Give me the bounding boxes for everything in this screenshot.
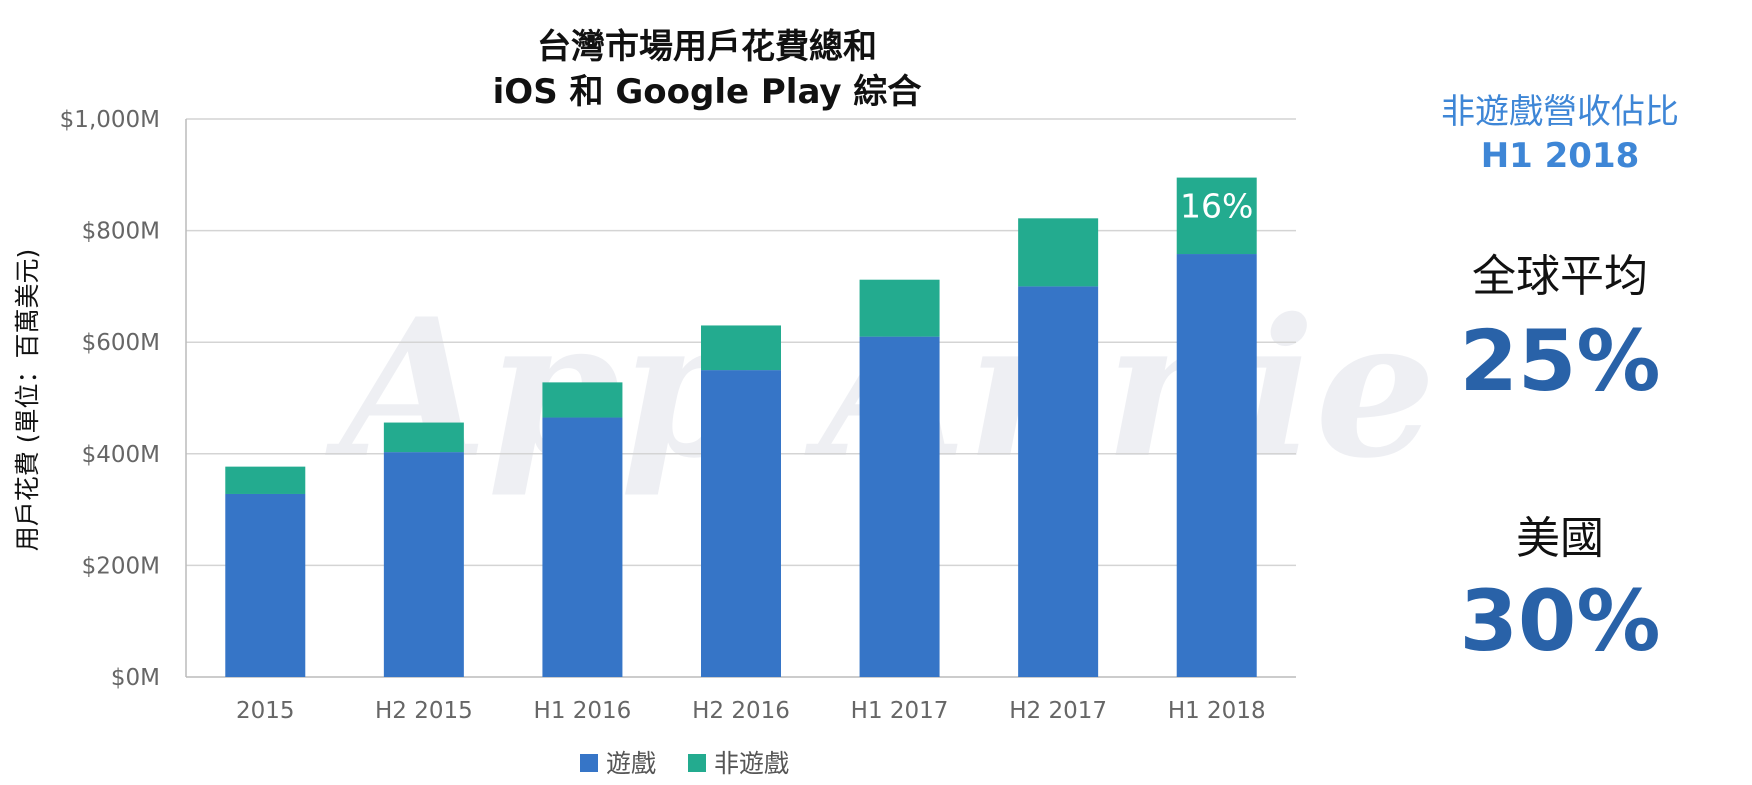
y-tick-label: $800M [82,219,160,245]
x-category-label: H2 2015 [375,698,473,724]
y-tick-label: $1,000M [60,107,160,133]
bar-non-game-segment [225,466,306,494]
non-game-share-panel: 非遊戲營收佔比 H1 2018 全球平均 25% 美國 30% [1390,90,1730,670]
bar-game-segment [1176,254,1257,677]
bar-game-segment [542,417,623,677]
bar-non-game-segment [383,422,464,453]
bar-game-segment [1018,286,1099,677]
legend-label: 遊戲 [606,749,656,778]
legend: 遊戲 非遊戲 [580,749,789,778]
x-category-label: H2 2016 [692,698,790,724]
bars: 16% [225,177,1257,677]
bar-game-segment [225,493,306,677]
chart-title-line-2: iOS 和 Google Play 綜合 [493,72,922,112]
x-category-label: H2 2017 [1009,698,1107,724]
y-tick-label: $0M [111,665,160,691]
global-average-label: 全球平均 [1472,251,1648,302]
x-category-label: H1 2016 [534,698,632,724]
bar-game-segment [701,370,781,677]
legend-swatch [688,754,706,772]
bar-non-game-segment [1176,177,1257,255]
bar-non-game-segment [701,325,781,371]
x-category-label: H1 2018 [1168,698,1266,724]
y-axis-ticks: $0M $200M $400M $600M $800M $1,000M [60,107,160,691]
panel-heading-title: 非遊戲營收佔比 [1441,92,1679,132]
bar-game-segment [859,336,940,677]
us-label: 美國 [1516,513,1604,564]
x-category-label: 2015 [236,698,295,724]
y-tick-label: $200M [82,553,160,579]
x-category-label: H1 2017 [851,698,949,724]
chart-title-line-1: 台灣市場用戶花費總和 [537,27,877,67]
y-axis-label: 用戶花費 (單位：百萬美元) [13,249,42,551]
bar-game-segment [383,452,464,677]
us-value: 30% [1459,572,1661,670]
global-average-value: 25% [1459,312,1661,410]
bar-non-game-segment [859,279,940,337]
panel-heading: 非遊戲營收佔比 H1 2018 [1390,90,1730,178]
y-tick-label: $400M [82,442,160,468]
legend-swatch [580,754,598,772]
bar-non-game-segment [542,382,623,418]
x-axis-labels: 2015 H2 2015 H1 2016 H2 2016 H1 2017 H2 2017 H… [236,698,1266,724]
panel-heading-period: H1 2018 [1480,136,1640,176]
bar-non-game-segment [1018,218,1099,287]
data-label-non-game-share: 16% [1180,187,1253,226]
y-tick-label: $600M [82,330,160,356]
legend-label: 非遊戲 [714,749,789,778]
